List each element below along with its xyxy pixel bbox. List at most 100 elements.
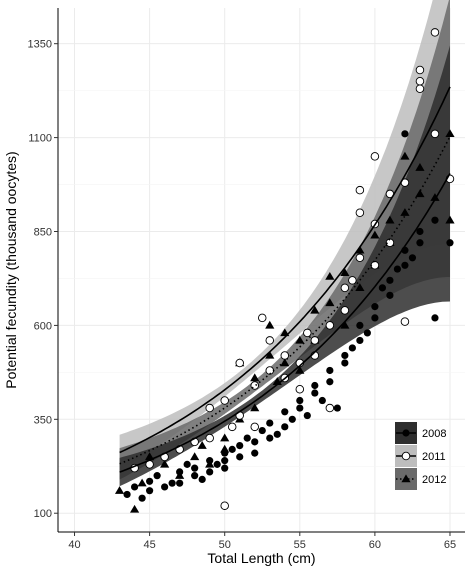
point-2012 [175,471,185,479]
point-2008 [401,130,409,138]
point-2008 [198,475,206,484]
point-2011 [280,351,290,360]
point-2008 [386,276,394,284]
point-2012 [370,230,380,239]
point-2011 [430,129,440,139]
point-2008 [288,415,296,423]
point-2011 [250,422,259,432]
point-2011 [370,261,380,270]
point-2008 [363,329,371,337]
legend-item-2012: 2012 [395,468,446,490]
point-2008 [296,404,304,412]
point-2008 [191,464,199,472]
y-tick-label: 100 [34,508,52,520]
point-2008 [221,457,229,465]
point-2012 [445,215,455,224]
point-2012 [385,215,395,224]
point-2012 [197,441,207,449]
point-2012 [415,163,425,171]
confidence-band-2008 [119,45,450,487]
data-points [114,28,455,513]
point-2011 [325,321,335,330]
point-2012 [340,268,350,277]
point-2011 [415,76,425,86]
point-2011 [415,84,425,94]
point-2012 [190,452,200,461]
legend-marker-2008 [402,429,410,437]
x-tick-label: 50 [219,539,231,551]
point-2011 [303,328,312,338]
point-2011 [348,276,357,285]
point-2012 [129,504,140,513]
point-2012 [295,365,305,374]
legend-label-2008: 2008 [422,428,446,440]
point-2011 [355,185,365,195]
y-tick-label: 600 [34,320,52,332]
point-2012 [265,350,275,359]
point-2012 [114,486,125,494]
y-tick-label: 1100 [28,133,52,145]
point-2008 [311,381,319,390]
point-2011 [220,396,229,405]
point-2011 [400,317,410,326]
point-2008 [206,468,214,476]
legend-marker-2011 [401,451,411,461]
point-2008 [251,438,259,446]
y-axis-title: Potential fecundity (thousand oocytes) [3,151,19,388]
point-2008 [431,216,439,224]
point-2008 [161,483,169,491]
point-2011 [325,403,335,413]
point-2008 [348,344,356,352]
point-2008 [356,321,364,330]
x-axis-title: Total Length (cm) [207,550,315,566]
point-2012 [325,298,335,307]
point-2011 [370,152,380,161]
point-2008 [311,389,319,397]
point-2008 [416,227,424,236]
point-2012 [355,283,365,292]
point-2008 [251,449,259,457]
point-2008 [266,434,274,442]
point-2011 [265,336,275,345]
point-2008 [146,477,154,485]
point-2008 [213,460,221,468]
point-2008 [228,445,236,453]
point-2008 [341,351,349,360]
point-2008 [236,453,244,461]
point-2012 [400,208,410,216]
point-2012 [160,459,170,468]
point-2008 [146,487,154,495]
legend-marker-2012 [401,474,411,483]
x-tick-label: 55 [294,539,306,551]
point-2011 [415,65,425,75]
point-2008 [356,336,364,345]
point-2008 [393,265,402,273]
point-2011 [340,306,350,315]
point-2012 [265,320,275,329]
point-2011 [355,208,365,217]
point-2008 [318,396,326,405]
point-2012 [145,452,155,461]
x-tick-label: 40 [68,539,80,551]
legend-label-2012: 2012 [422,474,446,486]
point-2012 [340,320,350,329]
point-2012 [310,305,320,314]
axes: 40 45 50 55 60 65 100 350 600 850 1100 1350 [28,8,465,551]
point-2011 [340,283,350,293]
point-2012 [400,151,410,160]
point-2011 [385,238,395,248]
point-2012 [250,373,260,382]
point-2008 [431,314,439,322]
point-2008 [281,423,289,431]
point-2008 [183,460,191,468]
point-2011 [355,253,365,263]
point-2008 [326,378,334,386]
point-2008 [408,254,417,262]
point-2008 [130,483,139,491]
legend-item-2008: 2008 [395,422,446,444]
fit-line-2011 [119,86,451,454]
point-2012 [415,189,425,198]
point-2012 [295,335,305,344]
y-tick-label: 350 [34,414,52,426]
